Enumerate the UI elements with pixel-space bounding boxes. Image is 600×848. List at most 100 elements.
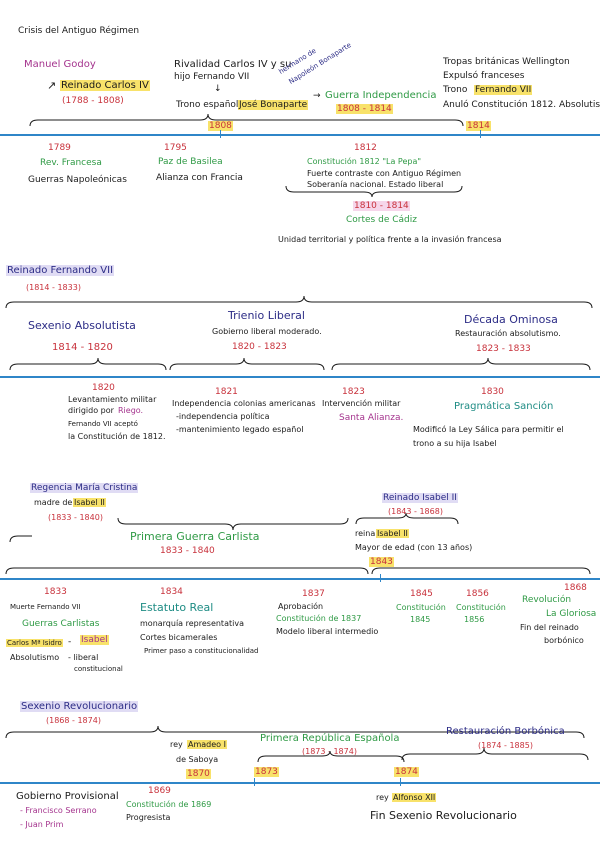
year-1808: 1808 xyxy=(208,121,233,131)
fin-reinado: Fin del reinado xyxy=(520,623,579,632)
constitucion-1845-label: Constitución xyxy=(396,603,446,612)
isabel-ii-regencia: Isabel II xyxy=(73,498,106,507)
absolutismo-label: Absolutismo xyxy=(10,653,60,662)
guerra-years: 1808 - 1814 xyxy=(336,104,393,114)
timeline-axis-2 xyxy=(0,376,600,378)
aprobacion-label: Aprobación xyxy=(278,602,324,611)
primera-republica: Primera República Española xyxy=(260,733,400,744)
timeline-axis-3 xyxy=(0,578,600,580)
crisis-brace xyxy=(29,113,464,127)
year-1834: 1834 xyxy=(160,587,183,597)
regencia-maria-cristina: Regencia María Cristina xyxy=(30,483,139,493)
tick-1873 xyxy=(254,778,255,786)
timeline-axis-1 xyxy=(0,134,600,136)
modifico-line2: trono a su hija Isabel xyxy=(413,439,497,448)
estatuto-real: Estatuto Real xyxy=(140,601,214,614)
reinado-isabel: Reinado Isabel II xyxy=(382,493,458,503)
reina-label: reina xyxy=(355,529,376,538)
section-title-sexenio: Sexenio Revolucionario xyxy=(20,701,139,712)
year-1823: 1823 xyxy=(342,387,365,397)
constitucion-1812-accept: la Constitución de 1812. xyxy=(68,432,166,441)
carlista-years: 1833 - 1840 xyxy=(160,546,215,556)
santa-alianza: Santa Alianza. xyxy=(339,413,404,423)
juan-prim: - Juan Prim xyxy=(20,820,64,829)
francisco-serrano: - Francisco Serrano xyxy=(20,806,97,815)
year-1870: 1870 xyxy=(186,769,211,779)
progresista-label: Progresista xyxy=(126,813,171,822)
anulo-label: Anuló Constitución 1812. Absolutismo xyxy=(443,100,600,110)
periods-braces xyxy=(9,357,591,371)
year-1795: 1795 xyxy=(164,143,187,153)
year-1856: 1856 xyxy=(466,589,489,599)
independencia-line3: -mantenimiento legado español xyxy=(176,425,304,434)
la-gloriosa: La Gloriosa xyxy=(546,609,597,619)
down-arrow-icon: ↓ xyxy=(214,84,222,94)
modelo-liberal: Modelo liberal intermedio xyxy=(276,627,379,636)
dash-separator: - xyxy=(68,637,72,647)
constitucion-1869: Constitución de 1869 xyxy=(126,800,212,809)
constitucion-1856-year: 1856 xyxy=(464,615,485,624)
fernando-years: (1814 - 1833) xyxy=(26,283,81,292)
constitucion-brace xyxy=(285,185,463,198)
constitucional-label: constitucional xyxy=(74,665,123,673)
alianza-francia: Alianza con Francia xyxy=(156,173,243,183)
independencia-line2: -independencia política xyxy=(176,412,270,421)
year-1830: 1830 xyxy=(481,387,504,397)
restauracion-years: (1874 - 1885) xyxy=(478,741,533,750)
levantamiento-line2: dirigido por xyxy=(68,406,114,415)
fernando-acepto: Fernando VII aceptó xyxy=(68,420,138,428)
year-1821: 1821 xyxy=(215,387,238,397)
cortes-bicamerales: Cortes bicamerales xyxy=(140,633,218,642)
revolucion-label: Revolución xyxy=(522,595,572,605)
madre-de: madre de xyxy=(34,498,73,507)
mayor-edad: Mayor de edad (con 13 años) xyxy=(355,543,473,552)
decada-ominosa: Década Ominosa xyxy=(464,313,558,326)
trienio-years: 1820 - 1823 xyxy=(232,342,287,352)
trienio-desc: Gobierno liberal moderado. xyxy=(212,327,322,336)
arrow-right-icon: → xyxy=(313,91,321,101)
cortes-years: 1810 - 1814 xyxy=(353,201,410,211)
year-1873: 1873 xyxy=(254,767,279,777)
year-1833: 1833 xyxy=(44,587,67,597)
gobierno-provisional: Gobierno Provisional xyxy=(16,791,119,802)
de-saboya: de Saboya xyxy=(176,755,219,764)
republica-years: (1873 - 1874) xyxy=(302,747,357,756)
pragmatica-sancion: Pragmática Sanción xyxy=(454,401,554,412)
constitucion-1856-label: Constitución xyxy=(456,603,506,612)
modifico-line1: Modificó la Ley Sálica para permitir el xyxy=(413,425,564,434)
year-1789: 1789 xyxy=(48,143,71,153)
rey-amadeo-label: rey xyxy=(170,740,183,749)
fin-sexenio: Fin Sexenio Revolucionario xyxy=(370,809,517,822)
muerte-fernando: Muerte Fernando VII xyxy=(10,603,81,611)
timeline-axis-4 xyxy=(0,782,600,784)
year-1814: 1814 xyxy=(466,121,491,131)
amadeo-i: Amadeo I xyxy=(187,740,227,749)
intervencion-militar: Intervención militar xyxy=(322,399,401,408)
carlista-brace xyxy=(9,517,349,543)
year-1820: 1820 xyxy=(92,383,115,393)
fuerte-line2: Soberanía nacional. Estado liberal xyxy=(307,180,444,189)
year-1868: 1868 xyxy=(564,583,587,593)
carlos-isidro: Carlos Mª Isidro xyxy=(6,639,63,647)
primer-paso: Primer paso a constitucionalidad xyxy=(144,647,259,655)
primera-guerra-carlista: Primera Guerra Carlista xyxy=(130,530,260,543)
trienio-liberal: Trienio Liberal xyxy=(228,309,305,322)
constitucion-1845-year: 1845 xyxy=(410,615,431,624)
carlos-label: Reinado Carlos IV xyxy=(60,80,150,91)
alfonso-xii: Alfonso XII xyxy=(392,793,437,802)
fin-borbonico: borbónico xyxy=(544,636,584,645)
carlos-years: (1788 - 1808) xyxy=(62,96,124,106)
restauracion-borbonica: Restauración Borbónica xyxy=(446,726,565,737)
liberal-label: - liberal xyxy=(68,653,99,662)
year-1845: 1845 xyxy=(410,589,433,599)
year-1869: 1869 xyxy=(148,786,171,796)
year-1837: 1837 xyxy=(302,589,325,599)
fernando-brace xyxy=(5,295,593,309)
restauracion-brace xyxy=(401,747,589,761)
section-title-crisis: Crisis del Antiguo Régimen xyxy=(18,26,140,36)
trono-label: Trono español : xyxy=(176,100,245,110)
isabel-reign-brace xyxy=(5,567,591,575)
monarquia-representativa: monarquía representativa xyxy=(140,619,244,628)
rivalidad-line1: Rivalidad Carlos IV y su xyxy=(174,59,292,70)
paz-basilea: Paz de Basilea xyxy=(158,157,223,167)
